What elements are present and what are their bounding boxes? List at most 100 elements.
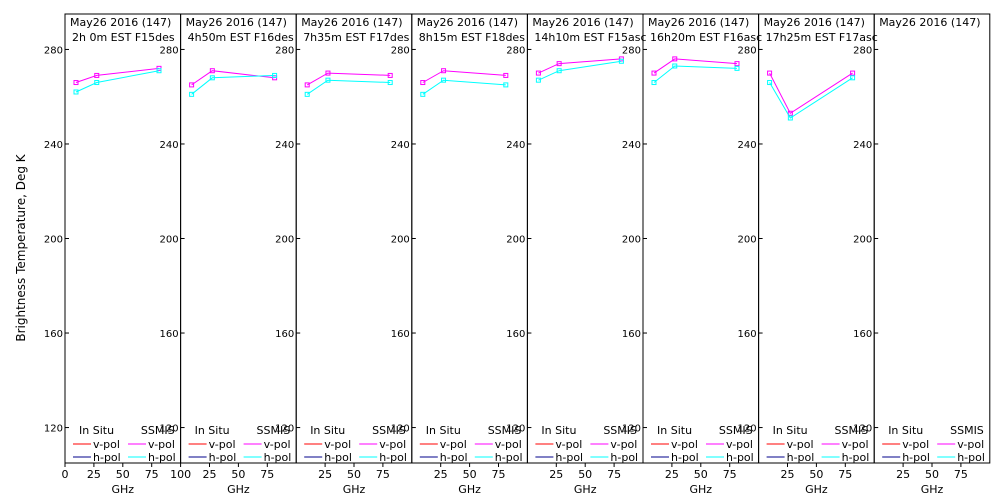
ssmis-hpol-point xyxy=(73,89,79,95)
y-tick-label: 200 xyxy=(160,235,179,246)
ssmis-vpol-point xyxy=(325,70,331,76)
legend-ssmis-vpol-label: v-pol xyxy=(264,438,291,451)
y-tick-label: 280 xyxy=(275,45,294,56)
panel-date: May26 2016 (147) xyxy=(301,16,402,29)
y-tick-label: 240 xyxy=(853,140,872,151)
panel-date: May26 2016 (147) xyxy=(764,16,865,29)
y-tick-label: 120 xyxy=(391,424,410,435)
ssmis-hpol-point xyxy=(651,80,657,86)
x-tick-label: 75 xyxy=(376,468,390,481)
x-tick-label: 25 xyxy=(434,468,448,481)
y-tick-label: 160 xyxy=(738,329,757,340)
legend-insitu-vpol-label: v-pol xyxy=(440,438,467,451)
legend-ssmis-vpol-label: v-pol xyxy=(495,438,522,451)
ssmis-hpol-point xyxy=(787,115,793,121)
legend-insitu-vpol-label: v-pol xyxy=(324,438,351,451)
ssmis-vpol-line xyxy=(538,58,622,74)
y-axis-label: Brightness Temperature, Deg K xyxy=(14,153,28,341)
ssmis-hpol-line xyxy=(422,79,506,95)
legend-ssmis-hpol-label: h-pol xyxy=(726,451,754,464)
ssmis-vpol-line xyxy=(191,70,275,86)
y-tick-label: 280 xyxy=(622,45,641,56)
x-axis-label: GHz xyxy=(690,483,713,496)
ssmis-hpol-point xyxy=(503,82,509,88)
ssmis-hpol-point xyxy=(209,75,215,81)
legend-insitu-hpol-label: h-pol xyxy=(671,451,699,464)
legend-ssmis-title: SSMIS xyxy=(372,424,406,437)
ssmis-hpol-point xyxy=(767,80,773,86)
y-tick-label: 160 xyxy=(506,329,525,340)
ssmis-hpol-point xyxy=(618,58,624,64)
y-tick-label: 240 xyxy=(160,140,179,151)
legend-insitu-title: In Situ xyxy=(541,424,576,437)
ssmis-hpol-point xyxy=(535,77,541,83)
ssmis-vpol-point xyxy=(441,68,447,74)
y-tick-label: 120 xyxy=(738,424,757,435)
legend-insitu-hpol-label: h-pol xyxy=(93,451,121,464)
legend-ssmis-hpol-label: h-pol xyxy=(264,451,292,464)
y-tick-label: 160 xyxy=(44,329,63,340)
ssmis-hpol-point xyxy=(272,72,278,78)
legend-ssmis-title: SSMIS xyxy=(719,424,753,437)
panel-frame xyxy=(873,13,991,464)
y-tick-label: 240 xyxy=(622,140,641,151)
y-tick-label: 200 xyxy=(738,235,757,246)
ssmis-hpol-line xyxy=(538,60,622,81)
ssmis-hpol-line xyxy=(75,70,160,93)
y-tick-label: 280 xyxy=(506,45,525,56)
ssmis-vpol-point xyxy=(850,70,856,76)
legend-insitu-vpol-label: v-pol xyxy=(555,438,582,451)
ssmis-hpol-point xyxy=(304,91,310,97)
y-tick-label: 200 xyxy=(391,235,410,246)
legend-ssmis-vpol-label: v-pol xyxy=(842,438,869,451)
panel-subtitle: 4h50m EST F16des xyxy=(188,31,294,44)
ssmis-hpol-point xyxy=(387,80,393,86)
ssmis-hpol-point xyxy=(734,65,740,71)
x-tick-label: 75 xyxy=(954,468,968,481)
panel-7: 25 50 75 GHz 120 160 200 240 280 May26 2016 (147)… xyxy=(738,13,878,496)
ssmis-vpol-point xyxy=(556,61,562,67)
legend-ssmis-title: SSMIS xyxy=(950,424,984,437)
ssmis-vpol-point xyxy=(767,70,773,76)
ssmis-hpol-point xyxy=(325,77,331,83)
x-tick-label: 25 xyxy=(87,468,101,481)
legend-ssmis-title: SSMIS xyxy=(488,424,522,437)
legend-insitu-title: In Situ xyxy=(657,424,692,437)
x-tick-label: 25 xyxy=(781,468,795,481)
x-tick-label: 50 xyxy=(347,468,361,481)
y-tick-label: 120 xyxy=(506,424,525,435)
panel-subtitle: 2h 0m EST F15des xyxy=(72,31,175,44)
ssmis-vpol-point xyxy=(209,68,215,74)
legend-ssmis-hpol-label: h-pol xyxy=(957,451,985,464)
ssmis-hpol-point xyxy=(156,68,162,74)
ssmis-vpol-point xyxy=(94,72,100,78)
legend-ssmis-title: SSMIS xyxy=(257,424,291,437)
legend-insitu-title: In Situ xyxy=(426,424,461,437)
y-tick-label: 120 xyxy=(44,424,63,435)
legend-ssmis-hpol-label: h-pol xyxy=(842,451,870,464)
legend-insitu-vpol-label: v-pol xyxy=(93,438,120,451)
legend-insitu-vpol-label: v-pol xyxy=(671,438,698,451)
legend-insitu-vpol-label: v-pol xyxy=(787,438,814,451)
ssmis-vpol-point xyxy=(304,82,310,88)
ssmis-vpol-point xyxy=(651,70,657,76)
ssmis-hpol-point xyxy=(672,63,678,69)
legend-ssmis-vpol-label: v-pol xyxy=(957,438,984,451)
legend-ssmis-title: SSMIS xyxy=(835,424,869,437)
legend-insitu-hpol-label: h-pol xyxy=(787,451,815,464)
y-tick-label: 280 xyxy=(738,45,757,56)
x-tick-label: 75 xyxy=(260,468,274,481)
y-tick-label: 160 xyxy=(160,329,179,340)
x-axis-label: GHz xyxy=(343,483,366,496)
ssmis-vpol-line xyxy=(653,58,738,74)
y-tick-label: 120 xyxy=(275,424,294,435)
y-tick-label: 240 xyxy=(738,140,757,151)
ssmis-hpol-point xyxy=(189,91,195,97)
legend-ssmis-vpol-label: v-pol xyxy=(148,438,175,451)
x-tick-label: 50 xyxy=(463,468,477,481)
legend-insitu-title: In Situ xyxy=(773,424,808,437)
ssmis-hpol-point xyxy=(850,75,856,81)
legend-ssmis-title: SSMIS xyxy=(141,424,175,437)
panel-subtitle: 8h15m EST F18des xyxy=(419,31,525,44)
panel-subtitle: 17h25m EST F17asc xyxy=(766,31,878,44)
